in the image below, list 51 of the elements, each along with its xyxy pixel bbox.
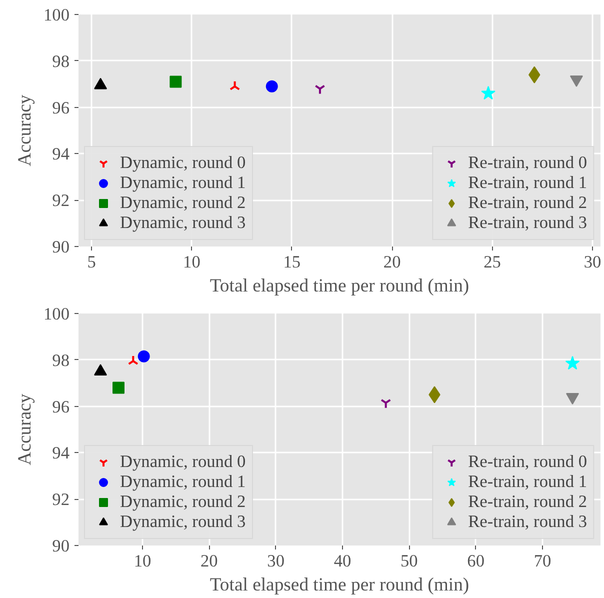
y-axis-title: Accuracy (14, 393, 36, 466)
x-tick-label: 10 (183, 252, 200, 272)
y-axis-title: Accuracy (14, 94, 36, 166)
x-tick-label: 30 (267, 552, 284, 570)
x-tick-label: 25 (484, 252, 501, 272)
x-axis-title: Total elapsed time per round (min) (210, 574, 470, 596)
point (266, 80, 278, 92)
legend-label: Dynamic, round 1 (120, 173, 246, 193)
x-tick-label: 20 (200, 552, 218, 570)
legend-label: Re-train, round 2 (468, 193, 587, 213)
y-tick-label: 96 (52, 397, 70, 416)
x-axis-title: Total elapsed time per round (min) (210, 276, 470, 296)
x-tick-label: 50 (400, 552, 418, 570)
y-tick-label: 92 (52, 490, 70, 510)
x-tick-label: 70 (534, 552, 552, 570)
legend-label: Re-train, round 0 (468, 452, 587, 472)
legend-label: Dynamic, round 2 (120, 492, 246, 512)
y-tick-label: 98 (52, 350, 70, 370)
legend-label: Re-train, round 2 (468, 492, 587, 512)
x-tick-label: 30 (584, 252, 602, 272)
y-tick-label: 100 (44, 6, 70, 24)
y-tick-label: 100 (44, 304, 70, 324)
y-tick-label: 98 (52, 52, 70, 71)
legend-label: Dynamic, round 1 (120, 472, 246, 492)
point (94, 78, 108, 90)
y-tick-label: 90 (52, 238, 70, 256)
legend-label: Re-train, round 1 (468, 472, 587, 492)
legend-label: Dynamic, round 0 (120, 153, 246, 173)
legend-label: Dynamic, round 0 (120, 452, 246, 472)
legend-label: Re-train, round 3 (468, 512, 587, 532)
x-tick-label: 40 (334, 552, 352, 570)
y-tick-label: 94 (52, 444, 70, 463)
point (229, 80, 240, 90)
y-tick-label: 94 (52, 144, 70, 164)
legend-label: Dynamic, round 3 (120, 512, 246, 532)
x-tick-label: 5 (87, 252, 96, 272)
point (481, 86, 496, 100)
legend-label: Dynamic, round 3 (120, 213, 246, 233)
legend-label: Re-train, round 3 (468, 213, 587, 233)
x-tick-label: 20 (383, 252, 401, 272)
legend-label: Re-train, round 1 (468, 173, 587, 193)
x-tick-label: 60 (467, 552, 484, 570)
legend-label: Re-train, round 0 (468, 153, 587, 173)
y-tick-label: 96 (52, 98, 70, 118)
legend-label: Dynamic, round 2 (120, 193, 246, 213)
y-tick-label: 92 (52, 191, 70, 210)
point (314, 84, 326, 95)
x-tick-label: 10 (134, 552, 152, 570)
x-tick-label: 15 (283, 252, 301, 272)
y-tick-label: 90 (52, 536, 70, 556)
point (170, 76, 182, 88)
